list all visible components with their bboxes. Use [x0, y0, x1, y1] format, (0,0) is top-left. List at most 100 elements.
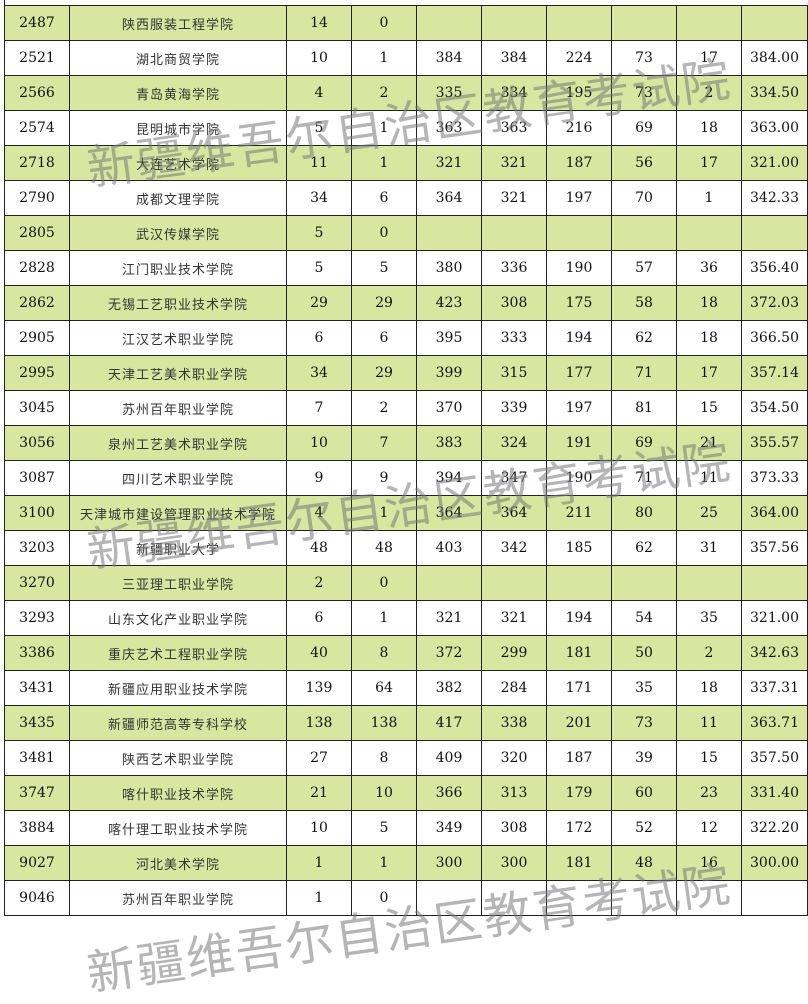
- plan-count-cell: 5: [286, 110, 352, 146]
- school-name-cell: 青岛黄海学院: [69, 75, 287, 111]
- admitted-count-cell: 6: [351, 320, 417, 356]
- school-code-cell: 2805: [4, 215, 70, 251]
- admitted-count-cell: 0: [351, 880, 417, 916]
- col-8-cell: 57: [611, 250, 677, 286]
- admitted-count-cell: 6: [351, 180, 417, 216]
- max-score-cell: 300: [416, 845, 482, 881]
- col-7-cell: [546, 215, 612, 251]
- col-8-cell: 80: [611, 495, 677, 531]
- school-code-cell: 3431: [4, 670, 70, 706]
- min-score-cell: 363: [481, 110, 547, 146]
- admitted-count-cell: 5: [351, 250, 417, 286]
- max-score-cell: 364: [416, 180, 482, 216]
- school-code-cell: 2790: [4, 180, 70, 216]
- avg-score-cell: 357.56: [741, 530, 808, 566]
- avg-score-cell: 363.00: [741, 110, 808, 146]
- min-score-cell: [481, 215, 547, 251]
- table-row: 9027 河北美术学院 1 1 300 300 181 48 16 300.00: [4, 845, 808, 881]
- table-row: 3884 喀什理工职业技术学院 10 5 349 308 172 52 12 322.20: [4, 810, 808, 846]
- avg-score-cell: [741, 565, 808, 601]
- col-9-cell: 1: [676, 180, 742, 216]
- admitted-count-cell: 8: [351, 635, 417, 671]
- plan-count-cell: 4: [286, 75, 352, 111]
- col-8-cell: [611, 880, 677, 916]
- min-score-cell: 308: [481, 810, 547, 846]
- table-row: 3747 喀什职业技术学院 21 10 366 313 179 60 23 331.40: [4, 775, 808, 811]
- col-9-cell: 15: [676, 740, 742, 776]
- max-score-cell: 394: [416, 460, 482, 496]
- plan-count-cell: 34: [286, 180, 352, 216]
- school-name-cell: 新疆师范高等专科学校: [69, 705, 287, 741]
- plan-count-cell: 1: [286, 845, 352, 881]
- col-8-cell: [611, 215, 677, 251]
- col-9-cell: 17: [676, 145, 742, 181]
- table-row: 3087 四川艺术职业学院 9 9 394 347 190 71 11 373.33: [4, 460, 808, 496]
- min-score-cell: 321: [481, 180, 547, 216]
- school-name-cell: 成都文理学院: [69, 180, 287, 216]
- table-row: 3100 天津城市建设管理职业技术学院 4 1 364 364 211 80 25 364.00: [4, 495, 808, 531]
- avg-score-cell: 357.14: [741, 355, 808, 391]
- col-9-cell: 35: [676, 600, 742, 636]
- col-7-cell: 194: [546, 600, 612, 636]
- min-score-cell: [481, 5, 547, 41]
- plan-count-cell: 11: [286, 145, 352, 181]
- col-7-cell: [546, 880, 612, 916]
- admitted-count-cell: 2: [351, 390, 417, 426]
- school-code-cell: 2574: [4, 110, 70, 146]
- school-code-cell: 2566: [4, 75, 70, 111]
- plan-count-cell: 48: [286, 530, 352, 566]
- plan-count-cell: 29: [286, 285, 352, 321]
- school-name-cell: 陕西艺术职业学院: [69, 740, 287, 776]
- col-7-cell: 181: [546, 845, 612, 881]
- admitted-count-cell: 1: [351, 600, 417, 636]
- col-7-cell: 194: [546, 320, 612, 356]
- col-9-cell: 15: [676, 390, 742, 426]
- col-7-cell: 197: [546, 180, 612, 216]
- school-name-cell: 陕西服装工程学院: [69, 5, 287, 41]
- school-code-cell: 2718: [4, 145, 70, 181]
- col-9-cell: 18: [676, 320, 742, 356]
- max-score-cell: [416, 565, 482, 601]
- avg-score-cell: 355.57: [741, 425, 808, 461]
- table-row: 2718 大连艺术学院 11 1 321 321 187 56 17 321.00: [4, 145, 808, 181]
- col-8-cell: 48: [611, 845, 677, 881]
- plan-count-cell: 34: [286, 355, 352, 391]
- plan-count-cell: 4: [286, 495, 352, 531]
- avg-score-cell: 321.00: [741, 600, 808, 636]
- school-name-cell: 武汉传媒学院: [69, 215, 287, 251]
- col-7-cell: 185: [546, 530, 612, 566]
- col-9-cell: 11: [676, 705, 742, 741]
- col-9-cell: 18: [676, 285, 742, 321]
- col-9-cell: [676, 880, 742, 916]
- admitted-count-cell: 1: [351, 145, 417, 181]
- school-code-cell: 3435: [4, 705, 70, 741]
- table-row: 3435 新疆师范高等专科学校 138 138 417 338 201 73 11 363.71: [4, 705, 808, 741]
- max-score-cell: 383: [416, 425, 482, 461]
- max-score-cell: 321: [416, 145, 482, 181]
- plan-count-cell: 6: [286, 320, 352, 356]
- col-8-cell: 69: [611, 425, 677, 461]
- school-code-cell: 2995: [4, 355, 70, 391]
- col-9-cell: 36: [676, 250, 742, 286]
- col-7-cell: [546, 565, 612, 601]
- col-9-cell: [676, 215, 742, 251]
- col-7-cell: 172: [546, 810, 612, 846]
- col-8-cell: 70: [611, 180, 677, 216]
- col-8-cell: 62: [611, 530, 677, 566]
- school-name-cell: 天津城市建设管理职业技术学院: [69, 495, 287, 531]
- table-row: 3431 新疆应用职业技术学院 139 64 382 284 171 35 18 337.31: [4, 670, 808, 706]
- col-9-cell: 2: [676, 75, 742, 111]
- admitted-count-cell: 5: [351, 810, 417, 846]
- avg-score-cell: 372.03: [741, 285, 808, 321]
- plan-count-cell: 138: [286, 705, 352, 741]
- min-score-cell: 334: [481, 75, 547, 111]
- admitted-count-cell: 64: [351, 670, 417, 706]
- table-row: 3386 重庆艺术工程职业学院 40 8 372 299 181 50 2 342.63: [4, 635, 808, 671]
- col-7-cell: 190: [546, 460, 612, 496]
- table-row: 3203 新疆职业大学 48 48 403 342 185 62 31 357.56: [4, 530, 808, 566]
- col-8-cell: 35: [611, 670, 677, 706]
- col-7-cell: 181: [546, 635, 612, 671]
- col-8-cell: 73: [611, 75, 677, 111]
- max-score-cell: 366: [416, 775, 482, 811]
- max-score-cell: 363: [416, 110, 482, 146]
